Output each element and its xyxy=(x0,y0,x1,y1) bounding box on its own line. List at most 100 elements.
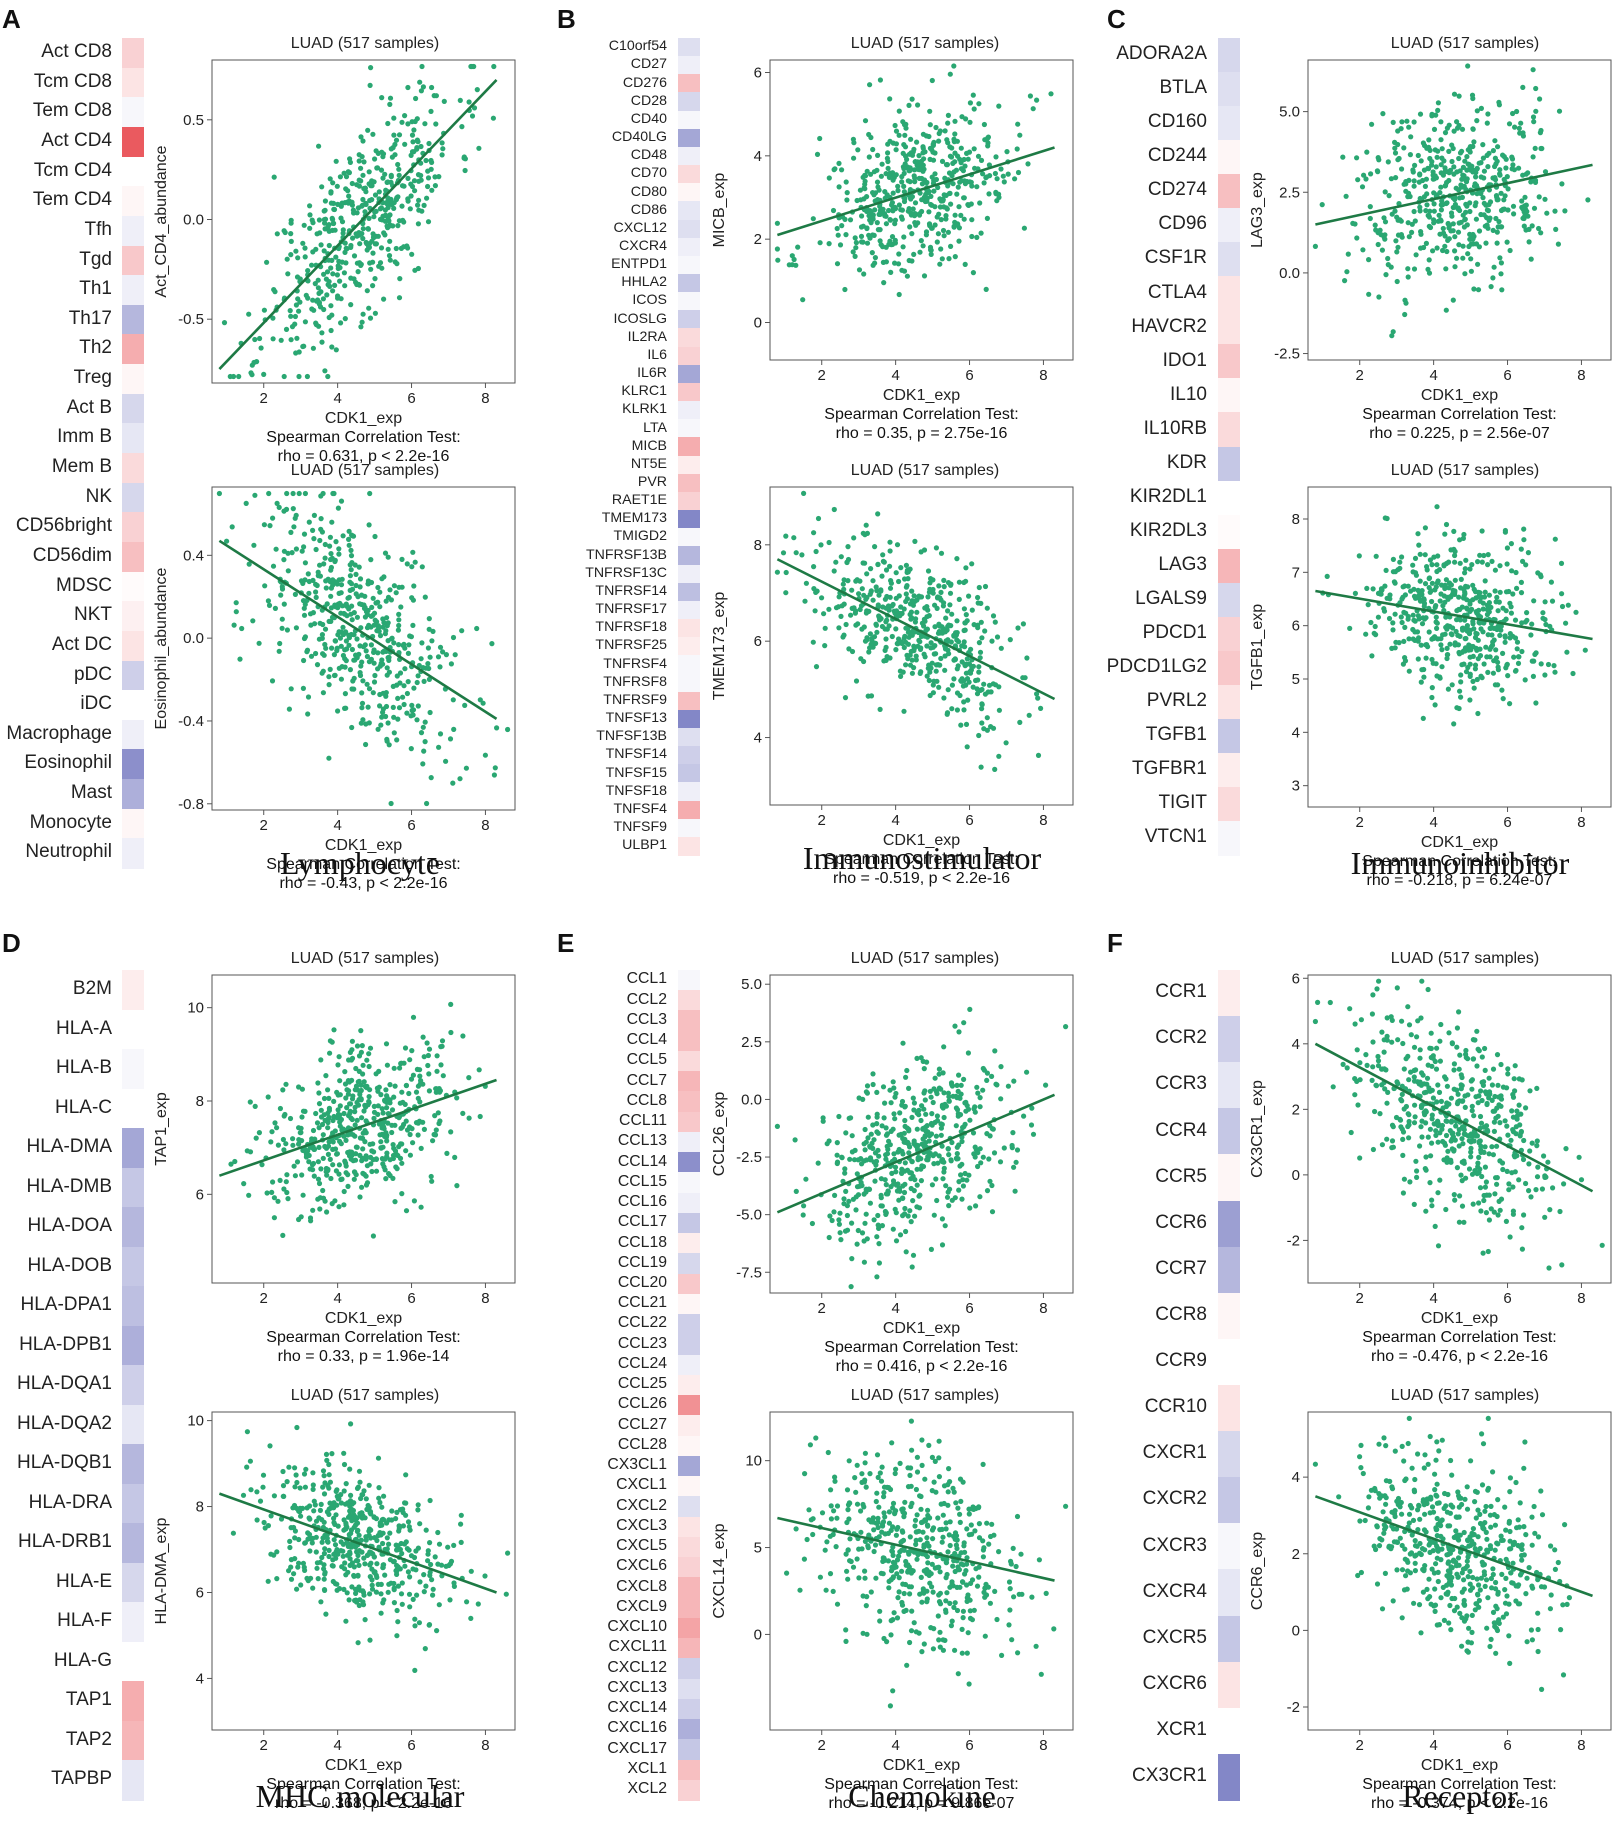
scatter-point xyxy=(1431,220,1437,226)
scatter-point xyxy=(1366,291,1372,297)
scatter-point xyxy=(883,1182,889,1188)
y-tick-label: -2.5 xyxy=(1274,346,1300,363)
scatter-point xyxy=(384,623,390,629)
scatter-point xyxy=(440,146,446,152)
scatter-point xyxy=(338,676,344,682)
scatter-point xyxy=(989,1073,995,1079)
scatter-point xyxy=(397,1065,403,1071)
scatter-point xyxy=(402,141,408,147)
scatter-point xyxy=(839,603,845,609)
scatter-point xyxy=(927,156,933,162)
scatter-point xyxy=(392,259,398,265)
y-tick-label: 0.5 xyxy=(183,112,204,129)
scatter-point xyxy=(366,686,373,692)
scatter-point xyxy=(353,582,359,589)
scatter-point xyxy=(436,1602,442,1608)
scatter-point xyxy=(448,1129,454,1135)
scatter-point xyxy=(294,335,300,341)
scatter-point xyxy=(1340,154,1346,160)
scatter-point xyxy=(301,605,307,611)
scatter-point xyxy=(336,1204,342,1210)
scatter-point xyxy=(1505,673,1511,679)
scatter-point xyxy=(415,139,421,145)
scatter-point xyxy=(886,207,892,214)
scatter-point xyxy=(1456,93,1462,99)
scatter-point xyxy=(357,601,363,607)
scatter-point xyxy=(969,233,975,240)
scatter-point xyxy=(927,108,933,114)
scatter-point xyxy=(367,1562,373,1568)
scatter-point xyxy=(372,156,378,162)
scatter-point xyxy=(448,1558,455,1564)
scatter-plot-d1: LUAD (517 samples)2 4 6 86810CDK1_expTAP1_e… xyxy=(153,950,516,1365)
scatter-point xyxy=(363,1496,369,1502)
scatter-point xyxy=(313,1549,319,1555)
scatter-point xyxy=(251,542,257,548)
scatter-point xyxy=(1517,130,1523,136)
scatter-point xyxy=(1356,553,1362,559)
scatter-plot-d2: LUAD (517 samples)2 4 6 846810CDK1_expHLA-D… xyxy=(153,1387,516,1812)
scatter-point xyxy=(952,656,959,663)
scatter-point xyxy=(340,533,346,539)
scatter-point xyxy=(369,1577,375,1583)
scatter-point xyxy=(914,1126,920,1132)
scatter-point xyxy=(986,1156,992,1162)
scatter-point xyxy=(917,670,923,677)
scatter-point xyxy=(257,1498,264,1504)
scatter-point xyxy=(951,169,957,175)
y-tick-label: 0.0 xyxy=(183,630,204,647)
scatter-point xyxy=(1352,221,1358,227)
scatter-point xyxy=(346,1532,352,1538)
scatter-point xyxy=(1493,215,1499,222)
scatter-point xyxy=(973,1203,979,1209)
scatter-point xyxy=(1506,588,1512,595)
scatter-point xyxy=(1436,212,1442,218)
scatter-point xyxy=(1525,550,1531,556)
scatter-point xyxy=(1464,597,1470,603)
y-tick-label: -5.0 xyxy=(736,1207,762,1224)
scatter-point xyxy=(925,1157,931,1163)
scatter-point xyxy=(963,116,969,122)
scatter-point xyxy=(881,1115,887,1121)
scatter-point xyxy=(402,1045,409,1051)
scatter-point xyxy=(389,1107,396,1113)
scatter-point xyxy=(996,753,1002,759)
scatter-point xyxy=(969,607,975,613)
scatter-point xyxy=(423,157,429,164)
scatter-point xyxy=(1538,661,1544,667)
scatter-point xyxy=(1366,257,1372,263)
scatter-point xyxy=(350,678,356,684)
scatter-point xyxy=(330,1162,336,1168)
scatter-point xyxy=(310,1585,316,1591)
scatter-point xyxy=(971,1106,977,1112)
scatter-point xyxy=(346,536,352,543)
scatter-point xyxy=(362,209,368,215)
scatter-point xyxy=(961,1020,967,1026)
scatter-point xyxy=(286,706,292,712)
scatter-plot-a1: LUAD (517 samples)2 4 6 8-0.50.00.5CDK1_exp… xyxy=(153,35,516,465)
scatter-point xyxy=(391,1600,397,1606)
scatter-point xyxy=(355,205,361,211)
scatter-point xyxy=(380,649,386,655)
scatter-point xyxy=(1417,111,1424,117)
scatter-point xyxy=(326,228,332,234)
scatter-point xyxy=(365,1502,371,1509)
scatter-point xyxy=(956,579,963,585)
scatter-point xyxy=(387,101,393,107)
scatter-point xyxy=(1497,589,1503,595)
scatter-point xyxy=(1502,639,1508,645)
scatter-point xyxy=(870,1081,876,1088)
scatter-point xyxy=(1447,167,1454,173)
scatter-point xyxy=(381,296,387,302)
y-tick-label: -0.4 xyxy=(178,713,204,730)
scatter-point xyxy=(882,647,888,654)
scatter-point xyxy=(346,528,352,534)
scatter-point xyxy=(396,642,402,648)
scatter-point xyxy=(1355,177,1361,183)
scatter-point xyxy=(418,1204,424,1210)
scatter-point xyxy=(371,214,377,220)
scatter-point xyxy=(333,539,339,545)
scatter-point xyxy=(236,373,242,380)
scatter-point xyxy=(291,1571,297,1577)
scatter-point xyxy=(1462,636,1468,642)
